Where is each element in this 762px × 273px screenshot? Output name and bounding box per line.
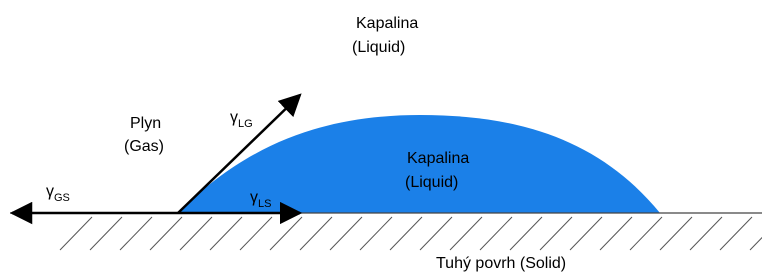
gas-name: Plyn [130, 115, 161, 132]
solid-label: Tuhý povrh (Solid) [436, 255, 566, 272]
hatch-line [600, 217, 632, 250]
hatch-line [210, 217, 242, 250]
hatch-line [390, 217, 422, 250]
hatch-line [510, 217, 542, 250]
hatch-line [330, 217, 362, 250]
hatch-line [120, 217, 152, 250]
hatch-line [240, 217, 272, 250]
hatch-line [480, 217, 512, 250]
hatch-line [690, 217, 722, 250]
hatch-line [450, 217, 482, 250]
page: {"labels": { "top_liquid": {"name": "Kap… [0, 0, 762, 273]
gamma-subscript: LG [238, 118, 253, 130]
solid-hatching [60, 217, 762, 250]
gamma-gs: γGS [46, 183, 70, 204]
hatch-line [180, 217, 212, 250]
hatch-line [150, 217, 182, 250]
hatch-line [360, 217, 392, 250]
hatch-line [750, 217, 762, 250]
hatch-line [60, 217, 92, 250]
top-liquid-name: Kapalina [356, 15, 418, 32]
hatch-line [570, 217, 602, 250]
hatch-line [270, 217, 302, 250]
hatch-line [540, 217, 572, 250]
hatch-line [660, 217, 692, 250]
drop-liquid-translation: (Liquid) [405, 174, 458, 191]
gas-translation: (Gas) [124, 138, 164, 155]
hatch-line [720, 217, 752, 250]
hatch-line [630, 217, 662, 250]
top-liquid-translation: (Liquid) [352, 39, 405, 56]
gamma-symbol: γ [250, 189, 258, 206]
gamma-symbol: γ [230, 109, 238, 126]
gamma-subscript: GS [54, 192, 70, 204]
gamma-lg: γLG [230, 109, 253, 130]
gamma-subscript: LS [258, 198, 271, 210]
diagram: Kapalina (Liquid) Plyn (Gas) Kapalina (L… [0, 0, 762, 273]
hatch-line [90, 217, 122, 250]
hatch-line [300, 217, 332, 250]
drop-liquid-name: Kapalina [407, 150, 469, 167]
gamma-symbol: γ [46, 183, 54, 200]
hatch-line [420, 217, 452, 250]
